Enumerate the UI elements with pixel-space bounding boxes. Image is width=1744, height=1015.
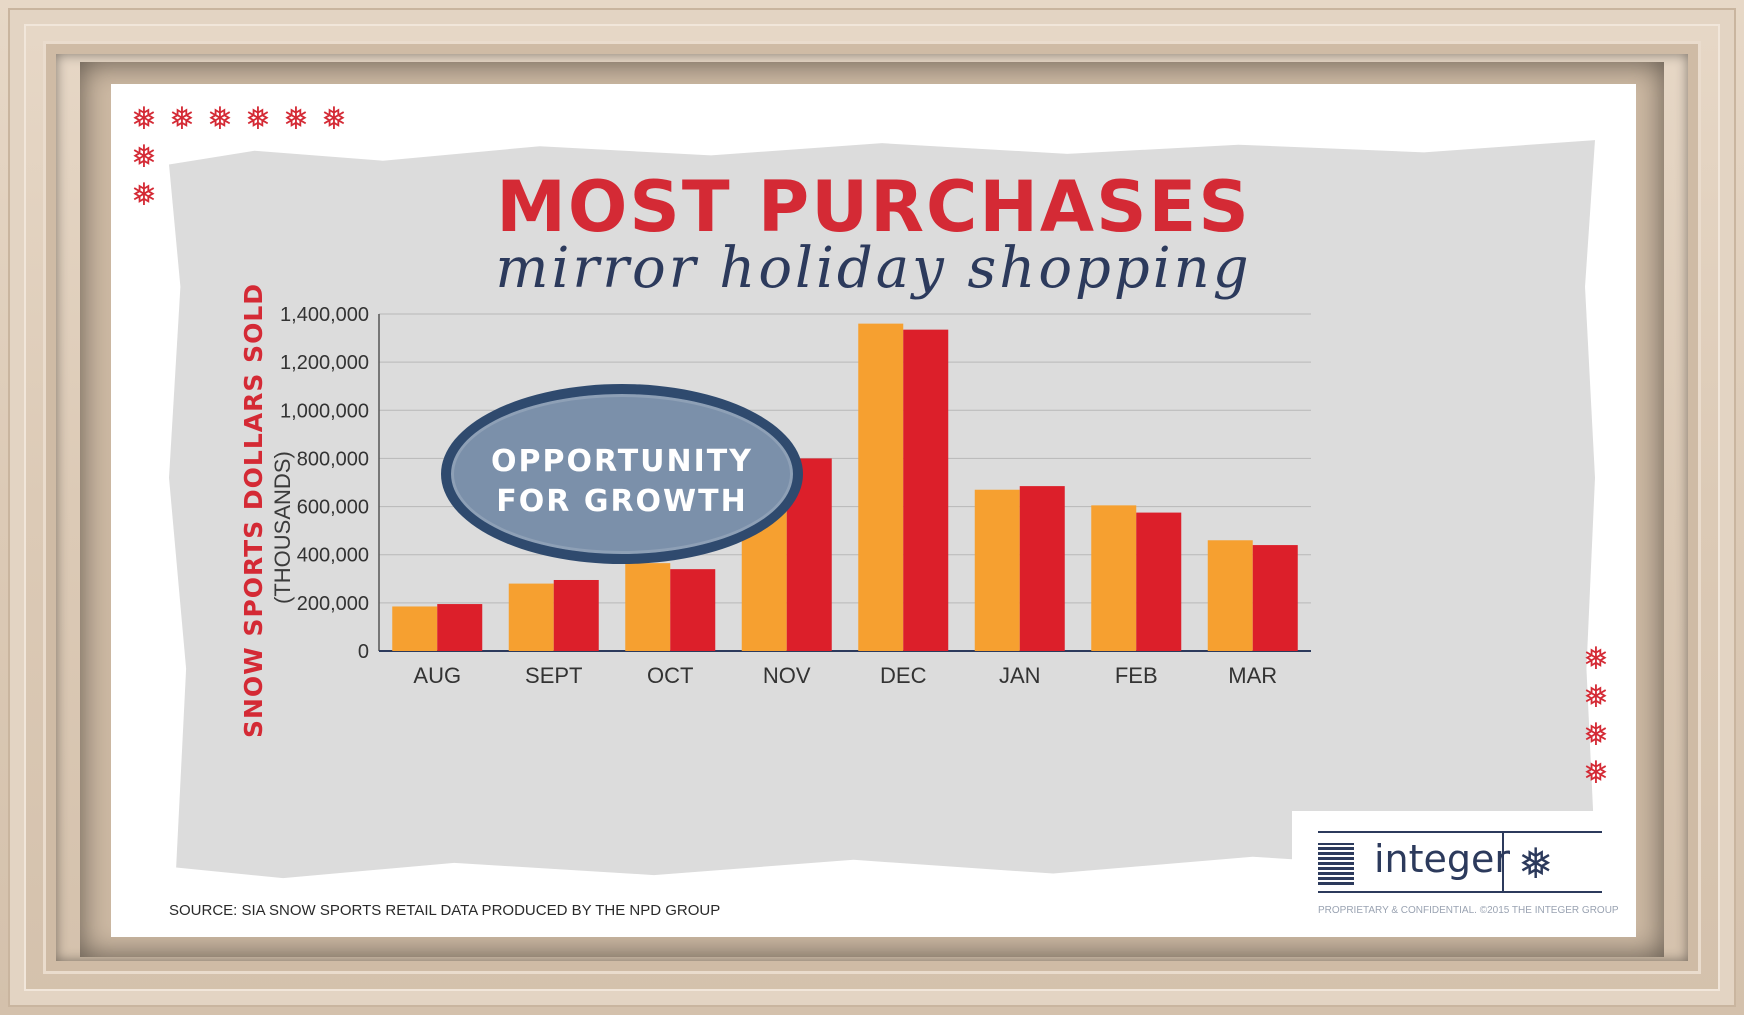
y-tick-label: 600,000 bbox=[297, 497, 369, 519]
logo-top-rule bbox=[1318, 831, 1602, 833]
snowflake-icon: ❅ bbox=[169, 101, 195, 137]
frame-inner-bevel bbox=[46, 44, 1698, 971]
opportunity-callout: OPPORTUNITY FOR GROWTH bbox=[441, 384, 803, 564]
bar-mar-series-2 bbox=[1252, 545, 1298, 651]
bar-chart: 0 200,000 400,000 600,000 800,000 1,000,000 1,… bbox=[280, 304, 1311, 688]
x-tick-label: NOV bbox=[763, 663, 811, 688]
snowflake-icon: ❅ bbox=[1583, 755, 1609, 791]
y-tick-label: 0 bbox=[358, 641, 369, 663]
bar-jan-series-1 bbox=[974, 489, 1020, 651]
logo-divider bbox=[1502, 831, 1504, 891]
logo-legal-text: PROPRIETARY & CONFIDENTIAL. ©2015 THE IN… bbox=[1318, 905, 1619, 916]
bar-aug-series-1 bbox=[392, 606, 438, 651]
snowflake-icon: ❅ bbox=[131, 139, 157, 175]
x-tick-label: MAR bbox=[1228, 663, 1277, 688]
chart-subtitle: mirror holiday shopping bbox=[495, 236, 1252, 301]
snowflake-icon: ❅ bbox=[1518, 839, 1554, 888]
y-tick-label: 200,000 bbox=[297, 593, 369, 615]
x-tick-label: SEPT bbox=[525, 663, 582, 688]
x-tick-label: JAN bbox=[999, 663, 1041, 688]
bar-sept-series-2 bbox=[553, 579, 599, 651]
logo-bottom-rule bbox=[1318, 891, 1602, 893]
x-tick-label: FEB bbox=[1115, 663, 1158, 688]
logo-wordmark: integer bbox=[1374, 837, 1511, 881]
snowflake-icon: ❅ bbox=[1583, 641, 1609, 677]
bar-mar-series-1 bbox=[1207, 540, 1253, 651]
frame-outer-bevel bbox=[10, 10, 1734, 1005]
bar-oct-series-1 bbox=[625, 563, 671, 651]
x-tick-label: OCT bbox=[647, 663, 693, 688]
callout-text: OPPORTUNITY FOR GROWTH bbox=[451, 442, 793, 522]
y-tick-label: 800,000 bbox=[297, 448, 369, 470]
snowflake-icon: ❅ bbox=[131, 177, 157, 213]
snowflake-icon: ❅ bbox=[207, 101, 233, 137]
bar-feb-series-1 bbox=[1091, 505, 1137, 651]
y-tick-label: 1,000,000 bbox=[280, 400, 369, 422]
snowflake-icon: ❅ bbox=[131, 101, 157, 137]
snowflake-icon: ❅ bbox=[1583, 717, 1609, 753]
bar-dec-series-2 bbox=[903, 329, 949, 651]
snowflake-icon: ❅ bbox=[1583, 679, 1609, 715]
y-tick-label: 1,200,000 bbox=[280, 352, 369, 374]
bar-oct-series-2 bbox=[670, 569, 716, 651]
snowflake-icon: ❅ bbox=[321, 101, 347, 137]
callout-line-1: OPPORTUNITY bbox=[490, 444, 753, 479]
x-tick-label: DEC bbox=[880, 663, 927, 688]
bar-dec-series-1 bbox=[858, 323, 904, 651]
bar-sept-series-1 bbox=[508, 583, 554, 651]
y-tick-label: 1,400,000 bbox=[280, 304, 369, 326]
snowflake-icon: ❅ bbox=[245, 101, 271, 137]
x-tick-label: AUG bbox=[413, 663, 461, 688]
y-tick-label: 400,000 bbox=[297, 545, 369, 567]
chart-title: MOST PURCHASES bbox=[496, 166, 1251, 248]
infographic-slide: ❅ ❅ ❅ ❅ ❅ ❅ ❅ ❅ ❅ ❅ ❅ ❅ MOST PURCHASES m… bbox=[111, 84, 1636, 937]
source-note: SOURCE: SIA SNOW SPORTS RETAIL DATA PROD… bbox=[169, 902, 721, 919]
integer-logo: integer ❅ PROPRIETARY & CONFIDENTIAL. ©2… bbox=[1292, 811, 1636, 937]
bar-jan-series-2 bbox=[1019, 486, 1065, 651]
bar-feb-series-2 bbox=[1136, 512, 1182, 651]
integer-mark-icon bbox=[1318, 843, 1354, 885]
bar-aug-series-2 bbox=[437, 604, 483, 651]
snowflake-icon: ❅ bbox=[283, 101, 309, 137]
callout-line-2: FOR GROWTH bbox=[496, 484, 748, 519]
